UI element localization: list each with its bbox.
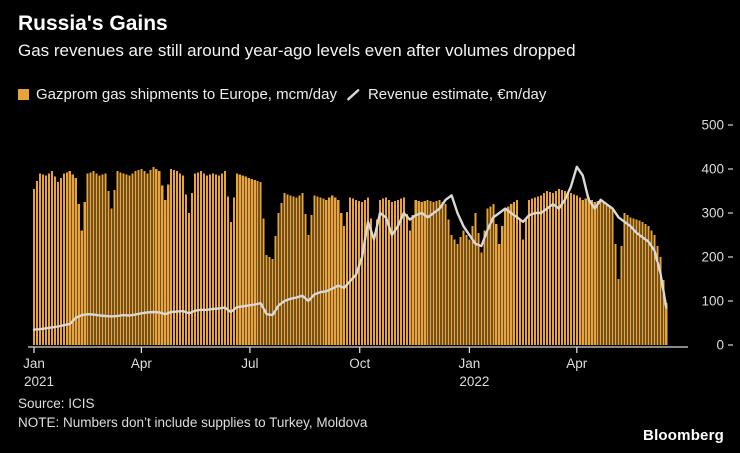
chart-title: Russia's Gains xyxy=(18,12,168,35)
svg-text:Apr: Apr xyxy=(566,356,588,371)
bloomberg-logo: Bloomberg xyxy=(643,427,724,444)
svg-text:0: 0 xyxy=(716,338,724,353)
svg-text:Jan: Jan xyxy=(23,356,45,371)
legend: Gazprom gas shipments to Europe, mcm/day… xyxy=(18,86,546,103)
svg-text:Jul: Jul xyxy=(241,356,258,371)
chart-subtitle: Gas revenues are still around year-ago l… xyxy=(18,41,576,60)
svg-text:2021: 2021 xyxy=(24,374,54,389)
legend-item-revenue: Revenue estimate, €m/day xyxy=(346,86,546,103)
svg-text:100: 100 xyxy=(701,294,724,309)
legend-item-shipments: Gazprom gas shipments to Europe, mcm/day xyxy=(18,86,337,103)
svg-text:500: 500 xyxy=(701,118,724,133)
legend-label-shipments: Gazprom gas shipments to Europe, mcm/day xyxy=(36,86,337,103)
chart-canvas: 0 100 200 300 400 500 Jan 2021 Apr Jul Oct Jan 2022 A… xyxy=(23,118,733,389)
legend-label-revenue: Revenue estimate, €m/day xyxy=(367,86,547,103)
bar-swatch-icon xyxy=(18,89,29,100)
svg-text:300: 300 xyxy=(701,206,724,221)
svg-text:2022: 2022 xyxy=(459,374,489,389)
svg-text:Apr: Apr xyxy=(131,356,153,371)
svg-text:Jan: Jan xyxy=(459,356,481,371)
svg-text:Oct: Oct xyxy=(349,356,370,371)
svg-text:400: 400 xyxy=(701,162,724,177)
line-swatch-icon xyxy=(347,89,360,101)
svg-text:200: 200 xyxy=(701,250,724,265)
source-note: Source: ICIS xyxy=(18,396,95,411)
footnote: NOTE: Numbers don’t include supplies to … xyxy=(18,415,368,430)
